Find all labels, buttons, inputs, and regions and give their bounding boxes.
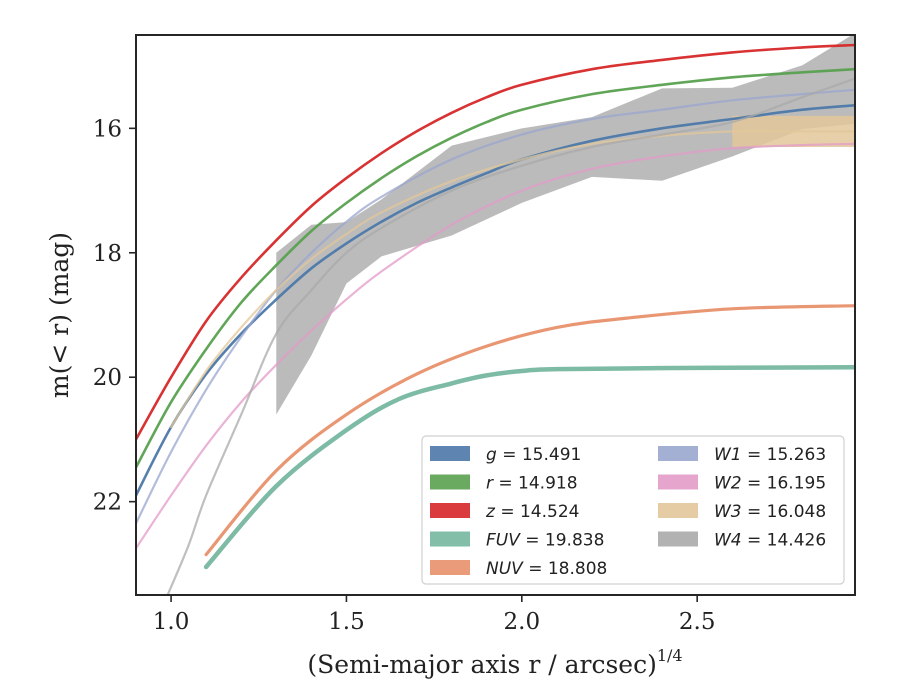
plot-frame — [135, 34, 856, 596]
x-tick-label: 1.5 — [328, 609, 365, 635]
legend-var: W4 — [714, 531, 742, 551]
x-tick-label: 1.0 — [153, 609, 190, 635]
legend-label-z: z = 14.524 — [485, 502, 579, 522]
legend-swatch-g — [430, 446, 470, 461]
legend-swatch-z — [430, 503, 470, 518]
legend-var: W2 — [714, 474, 742, 494]
x-tick-label: 2.0 — [504, 609, 541, 635]
series-line-nuv — [204, 304, 855, 557]
legend-swatch-w2 — [658, 474, 698, 490]
legend-swatch-nuv — [430, 560, 470, 575]
legend-swatch-w4 — [658, 531, 698, 547]
legend-label-fuv: FUV = 19.838 — [486, 531, 604, 551]
legend-label-r: r = 14.918 — [486, 474, 578, 494]
legend-var: FUV — [486, 531, 521, 551]
legend-var: r — [486, 474, 494, 494]
x-axis-ticks: 1.0 1.5 2.0 2.5 — [153, 595, 716, 635]
legend-var: z — [485, 502, 496, 522]
legend-value: = 18.808 — [523, 559, 608, 579]
legend-label-w2: W2 = 16.195 — [714, 474, 826, 494]
series-line-g — [136, 104, 855, 497]
series-line-r — [136, 67, 855, 469]
y-tick-label: 20 — [93, 365, 122, 391]
legend-label-nuv: NUV = 18.808 — [486, 559, 607, 579]
legend-value: = 14.918 — [493, 474, 578, 494]
legend-var: W3 — [714, 502, 742, 522]
y-axis-ticks: 16 18 20 22 — [93, 116, 136, 516]
legend-value: = 16.195 — [742, 474, 827, 494]
legend-swatch-r — [430, 474, 470, 490]
legend-frame — [421, 435, 845, 585]
legend-label-w1: W1 = 15.263 — [714, 445, 826, 465]
series-lines — [136, 43, 855, 595]
series-line-fuv — [203, 365, 855, 570]
series-line-w3 — [170, 129, 855, 429]
series-line-w1 — [136, 88, 855, 525]
legend-var: NUV — [486, 559, 524, 579]
x-axis-title-exponent: 1/4 — [657, 646, 683, 665]
y-axis-title: m(< r) (mag) — [45, 232, 74, 398]
band-w4 — [276, 35, 855, 415]
series-line-w4 — [166, 77, 855, 595]
series-line-w2 — [136, 142, 855, 550]
y-tick-label: 18 — [93, 241, 122, 267]
legend-swatch-fuv — [430, 531, 470, 547]
legend-label-g: g = 15.491 — [486, 445, 581, 465]
legend-value: = 15.491 — [497, 445, 582, 465]
legend-var: W1 — [714, 445, 742, 465]
y-tick-label: 16 — [93, 116, 122, 142]
legend-value: = 19.838 — [520, 531, 605, 551]
legend-value: = 16.048 — [742, 502, 827, 522]
legend-var: g — [486, 445, 497, 465]
x-tick-label: 2.5 — [679, 609, 716, 635]
legend-value: = 14.524 — [495, 502, 580, 522]
legend-label-w4: W4 = 14.426 — [714, 531, 826, 551]
legend-swatch-w1 — [658, 446, 698, 461]
x-axis-title-main: (Semi-major axis r / arcsec) — [307, 650, 656, 679]
legend-label-w3: W3 = 16.048 — [714, 502, 826, 522]
legend-swatch-w3 — [658, 503, 698, 518]
x-axis-title: (Semi-major axis r / arcsec)1/4 — [307, 646, 682, 679]
series-line-z — [136, 43, 855, 441]
legend-value: = 14.426 — [742, 531, 827, 551]
legend-value: = 15.263 — [742, 445, 827, 465]
y-tick-label: 22 — [93, 490, 122, 516]
